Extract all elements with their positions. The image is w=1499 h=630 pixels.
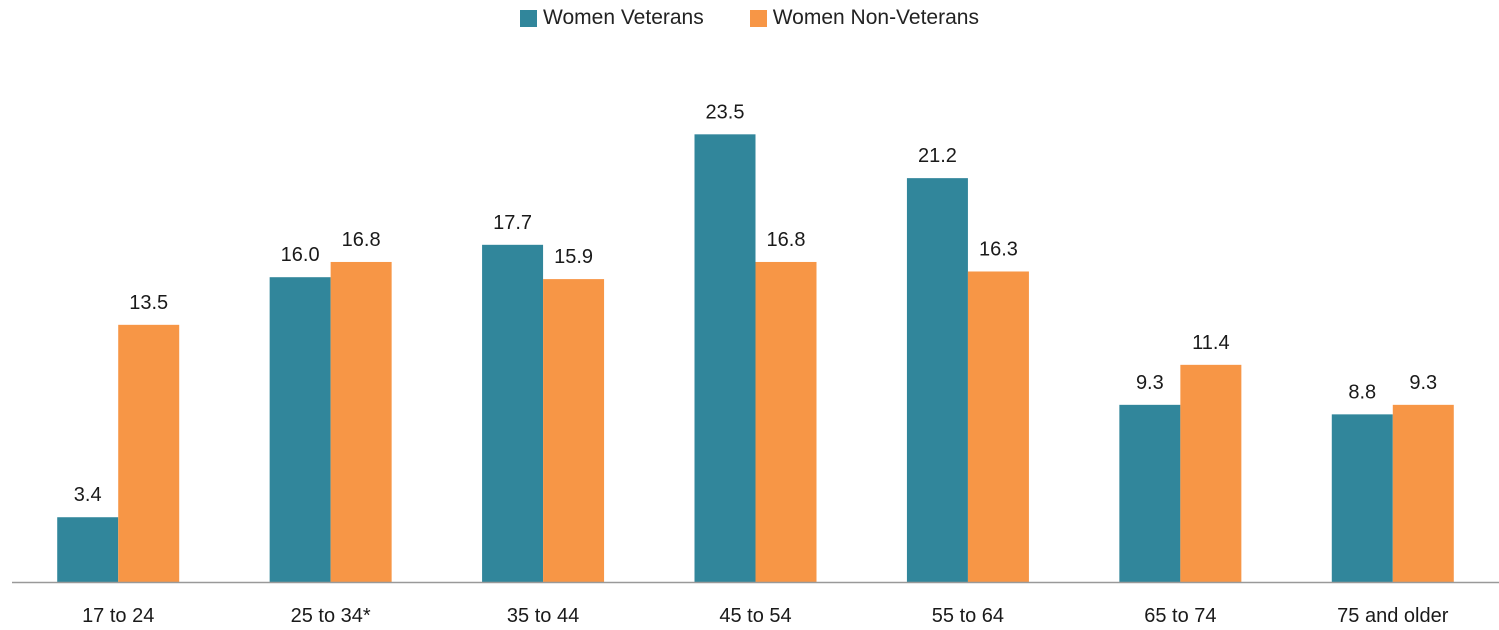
legend-label-veterans: Women Veterans [543, 6, 704, 29]
bar-nonveterans-4 [967, 271, 1029, 582]
data-label-veterans-4: 21.2 [918, 145, 957, 167]
bar-veterans-5 [1119, 404, 1181, 582]
data-label-nonveterans-4: 16.3 [979, 238, 1018, 260]
data-label-veterans-5: 9.3 [1136, 372, 1164, 394]
x-tick-label-6: 75 and older [1337, 605, 1449, 627]
data-label-veterans-1: 16.0 [281, 244, 320, 266]
x-tick-label-0: 17 to 24 [82, 605, 154, 627]
x-tick-label-2: 35 to 44 [507, 605, 579, 627]
data-label-nonveterans-3: 16.8 [767, 229, 806, 251]
bar-veterans-0 [57, 517, 119, 582]
data-label-nonveterans-5: 11.4 [1192, 332, 1229, 354]
x-tick-label-4: 55 to 64 [932, 605, 1004, 627]
data-label-nonveterans-1: 16.8 [342, 229, 381, 251]
x-tick-label-3: 45 to 54 [719, 605, 791, 627]
bar-nonveterans-5 [1180, 364, 1242, 582]
data-label-veterans-3: 23.5 [706, 101, 745, 123]
legend-swatch-nonveterans [749, 9, 767, 27]
x-tick-label-5: 65 to 74 [1144, 605, 1216, 627]
legend-swatch-veterans [520, 9, 538, 27]
data-label-veterans-6: 8.8 [1348, 381, 1376, 403]
bar-nonveterans-3 [755, 261, 817, 582]
legend-entry-veterans: Women Veterans [520, 6, 704, 30]
bar-nonveterans-0 [118, 324, 180, 582]
bar-veterans-1 [269, 277, 331, 582]
x-tick-label-1: 25 to 34* [291, 605, 371, 627]
data-label-nonveterans-0: 13.5 [129, 292, 168, 314]
data-label-veterans-0: 3.4 [74, 484, 102, 506]
data-label-nonveterans-2: 15.9 [554, 246, 593, 268]
legend-label-nonveterans: Women Non-Veterans [772, 6, 979, 29]
bar-nonveterans-2 [543, 279, 605, 582]
data-label-nonveterans-6: 9.3 [1409, 372, 1437, 394]
bar-veterans-4 [906, 178, 968, 582]
bar-veterans-2 [482, 244, 544, 582]
bar-veterans-6 [1331, 414, 1393, 582]
bar-nonveterans-1 [330, 261, 392, 582]
legend: Women Veterans Women Non-Veterans [0, 6, 1499, 30]
legend-entry-nonveterans: Women Non-Veterans [749, 6, 979, 30]
bar-veterans-3 [694, 134, 756, 582]
bar-nonveterans-6 [1392, 404, 1454, 582]
data-label-veterans-2: 17.7 [493, 212, 532, 234]
